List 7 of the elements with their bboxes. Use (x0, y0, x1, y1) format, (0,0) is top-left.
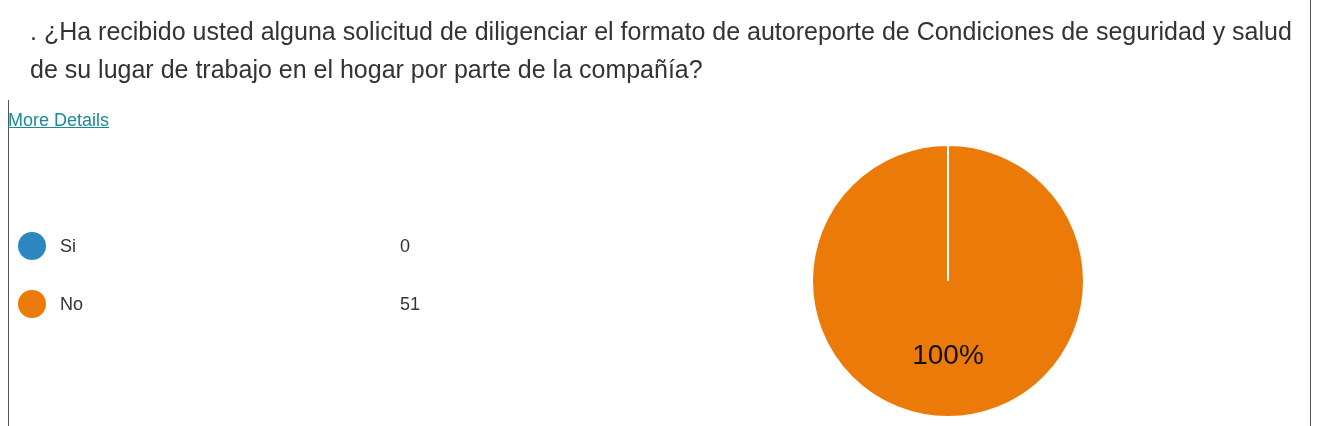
chart-title: . ¿Ha recibido usted alguna solicitud de diligenciar el formato de autoreporte de Condiciones de seguridad y salud de su lugar de trabajo en el hogar por parte de la compañía? (30, 16, 1293, 85)
text: 0 (400, 235, 411, 256)
text: More Details (8, 110, 110, 131)
data-label: 51 (400, 293, 421, 315)
text: 100% (912, 338, 984, 370)
legend-label: No (60, 293, 84, 315)
legend-label: Si (60, 235, 77, 257)
